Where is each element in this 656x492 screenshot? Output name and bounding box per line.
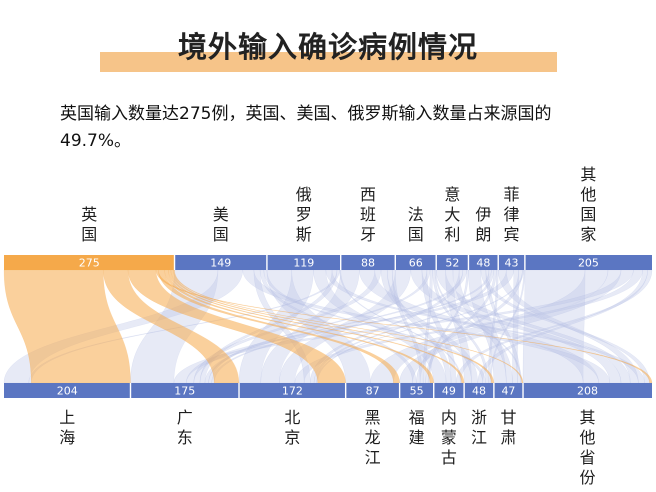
- target-label-北京: 北京: [284, 408, 300, 447]
- target-label-内蒙古: 内蒙古: [441, 408, 457, 467]
- source-label-俄罗斯: 俄罗斯: [296, 185, 312, 244]
- source-bar-divider: [497, 255, 499, 270]
- target-value-其他省份: 208: [577, 385, 598, 398]
- source-bar-伊朗: [468, 255, 499, 270]
- target-bar-广东: [130, 383, 240, 398]
- target-bar-内蒙古: [433, 383, 465, 398]
- target-bar-黑龙江: [345, 383, 400, 398]
- source-value-菲律宾: 43: [505, 257, 519, 270]
- page-title: 境外输入确诊病例情况: [177, 30, 478, 64]
- chart-subtitle: 英国输入数量达275例，英国、美国、俄罗斯输入数量占来源国的49.7%。: [60, 104, 552, 151]
- target-value-福建: 55: [410, 385, 424, 398]
- source-bar-美国: [174, 255, 267, 270]
- source-label-伊朗: 伊朗: [475, 205, 491, 244]
- source-bar-英国: [4, 255, 175, 270]
- target-bar-divider: [493, 383, 495, 398]
- source-label-英国: 英国: [81, 205, 97, 244]
- target-label-福建: 福建: [409, 408, 425, 447]
- target-value-黑龙江: 87: [366, 385, 380, 398]
- target-bar-福建: [399, 383, 434, 398]
- source-label-西班牙: 西班牙: [360, 185, 376, 244]
- flow-links: [3, 269, 653, 384]
- target-bar-divider: [129, 383, 132, 398]
- source-bar-菲律宾: [498, 255, 525, 270]
- source-bar-divider: [467, 255, 470, 270]
- target-bar-浙江: [464, 383, 494, 398]
- target-label-浙江: 浙江: [471, 408, 487, 447]
- target-label-上海: 上海: [59, 408, 75, 447]
- target-label-其他省份: 其他省份: [580, 408, 596, 487]
- source-bar-法国: [395, 255, 437, 270]
- source-bar-其他国家: [524, 255, 652, 270]
- target-value-广东: 175: [174, 385, 195, 398]
- source-value-西班牙: 88: [361, 257, 375, 270]
- target-value-浙江: 48: [472, 385, 486, 398]
- source-bar-divider: [394, 255, 396, 270]
- source-bar-divider: [173, 255, 176, 270]
- source-label-美国: 美国: [213, 205, 229, 244]
- target-bar-divider: [344, 383, 347, 398]
- source-bar-divider: [266, 255, 268, 270]
- target-bar-其他省份: [523, 383, 652, 398]
- source-value-其他国家: 205: [578, 257, 599, 270]
- source-value-意大利: 52: [445, 257, 459, 270]
- source-label-菲律宾: 菲律宾: [504, 185, 520, 244]
- target-value-北京: 172: [282, 385, 303, 398]
- source-value-英国: 275: [79, 257, 100, 270]
- source-bar-西班牙: [340, 255, 396, 270]
- target-label-甘肃: 甘肃: [500, 408, 516, 447]
- source-bar-divider: [524, 255, 526, 270]
- target-label-广东: 广东: [177, 408, 193, 447]
- source-value-伊朗: 48: [476, 257, 490, 270]
- source-label-其他国家: 其他国家: [580, 165, 596, 244]
- target-bar-上海: [4, 383, 131, 398]
- target-bar-divider: [522, 383, 524, 398]
- source-bar-意大利: [436, 255, 469, 270]
- target-bar-divider: [398, 383, 401, 398]
- target-bar-divider: [433, 383, 435, 398]
- target-bar-甘肃: [493, 383, 524, 398]
- source-value-俄罗斯: 119: [293, 257, 314, 270]
- target-bar-divider: [238, 383, 240, 398]
- target-value-甘肃: 47: [501, 385, 515, 398]
- target-value-上海: 204: [57, 385, 78, 398]
- source-bar-俄罗斯: [266, 255, 341, 270]
- source-label-意大利: 意大利: [444, 185, 460, 244]
- source-value-美国: 149: [210, 257, 231, 270]
- source-value-法国: 66: [409, 257, 423, 270]
- target-bar-divider: [463, 383, 465, 398]
- title-highlight-band: [100, 52, 557, 72]
- source-bar-divider: [340, 255, 342, 270]
- source-bar-divider: [435, 255, 437, 270]
- target-value-内蒙古: 49: [442, 385, 456, 398]
- node-bars: 275 149 119 88 66 52 48 43 205 204 175 172 87 55 49 48 4…: [4, 255, 652, 398]
- target-bar-北京: [239, 383, 346, 398]
- target-label-黑龙江: 黑龙江: [365, 408, 381, 467]
- source-label-法国: 法国: [408, 205, 424, 244]
